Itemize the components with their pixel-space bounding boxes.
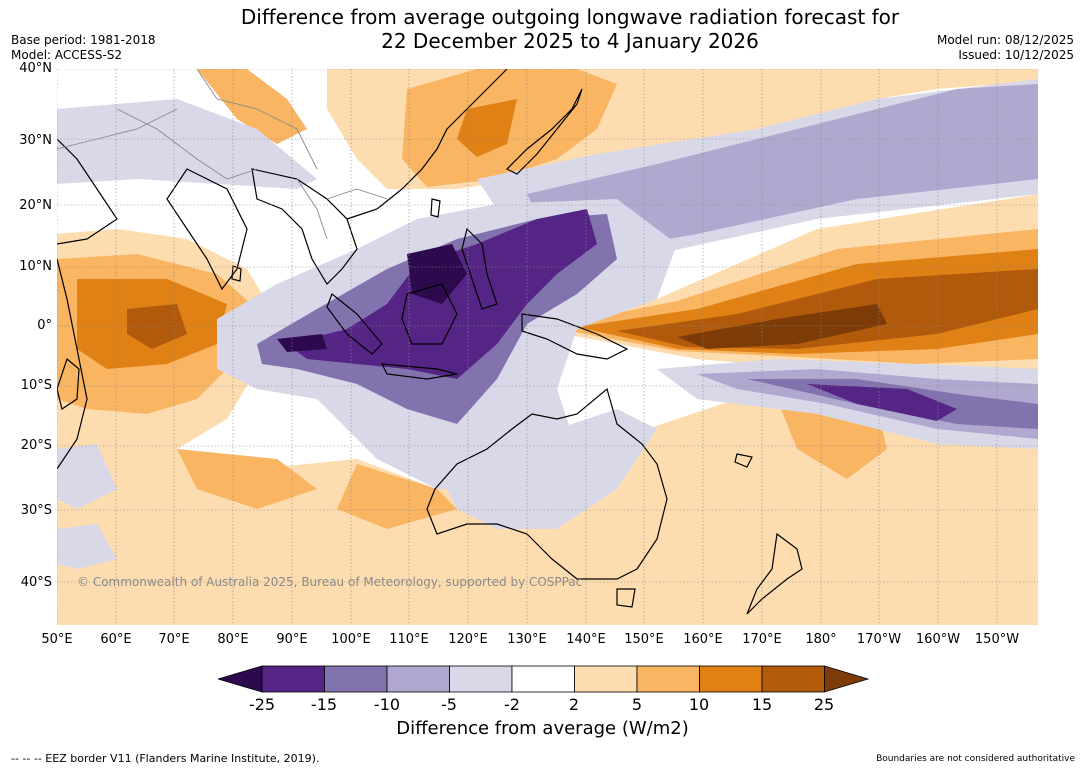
- anomaly-pos-east-asia-core: [457, 99, 517, 157]
- colorbar-tick-2: 2: [568, 695, 580, 714]
- country-borders: [57, 69, 388, 240]
- lon-label-70e: 70°E: [158, 632, 190, 647]
- india-outline: [166, 168, 248, 291]
- sri-lanka-outline: [231, 265, 242, 282]
- meta-right: Model run: 08/12/2025 Issued: 10/12/2025: [937, 33, 1074, 63]
- colorbar-bin-10-15: [699, 665, 763, 693]
- lat-label-30n: 30°N: [19, 133, 52, 148]
- title-line-1: Difference from average outgoing longwav…: [240, 5, 900, 29]
- anomaly-neg-southwest-pale: [57, 524, 117, 569]
- colorbar: [216, 665, 870, 699]
- china-coast-outline: [346, 69, 508, 220]
- colorbar-tick-neg15: -15: [310, 695, 338, 714]
- borneo-outline: [401, 283, 458, 345]
- madagascar-outline: [57, 357, 80, 410]
- title-line-2: 22 December 2025 to 4 January 2026: [381, 29, 759, 53]
- lon-label-180: 180°: [805, 632, 837, 647]
- new-guinea-outline: [521, 313, 629, 360]
- model-name: Model: ACCESS-S2: [11, 48, 123, 62]
- lon-label-150w: 150°W: [974, 632, 1020, 647]
- sumatra-outline: [326, 293, 383, 355]
- anomaly-pos-indian-south-mid: [177, 449, 317, 509]
- anomaly-neg-maritime-core-2: [277, 334, 327, 352]
- issued-date: Issued: 10/12/2025: [958, 48, 1074, 62]
- lon-label-160e: 160°E: [683, 632, 723, 647]
- colorbar-tick-neg2: -2: [504, 695, 520, 714]
- southeast-asia-outline: [251, 168, 358, 285]
- arabia-outline: [57, 138, 118, 245]
- anomaly-neg-australia-pale: [437, 409, 657, 529]
- lon-label-90e: 90°E: [276, 632, 308, 647]
- eez-note: -- -- -- EEZ border V11 (Flanders Marine…: [11, 752, 320, 765]
- colorbar-bin-2-5: [574, 665, 638, 693]
- colorbar-bin-15-25: [761, 665, 825, 693]
- colorbar-bin-neg10-neg5: [386, 665, 450, 693]
- lon-label-60e: 60°E: [100, 632, 132, 647]
- anomaly-neg-north-pale: [57, 99, 317, 189]
- taiwan-outline: [430, 198, 441, 218]
- australia-outline: [426, 387, 668, 580]
- lat-label-20s: 20°S: [20, 438, 52, 453]
- philippines-outline: [461, 227, 498, 310]
- anomaly-neg-spcz-strong: [807, 384, 957, 421]
- colorbar-bin-neg25-neg15: [261, 665, 325, 693]
- colorbar-extend-low: [216, 665, 263, 693]
- lat-label-0: 0°: [37, 318, 52, 333]
- boundaries-note: Boundaries are not considered authoritat…: [876, 754, 1075, 764]
- colorbar-tick-10: 10: [688, 695, 710, 714]
- lon-label-150e: 150°E: [624, 632, 664, 647]
- anomaly-map: [57, 69, 1038, 625]
- lat-label-10s: 10°S: [20, 378, 52, 393]
- lat-label-40s: 40°S: [20, 575, 52, 590]
- colorbar-tick-neg10: -10: [373, 695, 401, 714]
- model-run: Model run: 08/12/2025: [936, 33, 1074, 47]
- lon-label-120e: 120°E: [448, 632, 488, 647]
- lat-label-10n: 10°N: [19, 259, 52, 274]
- lon-label-170w: 170°W: [856, 632, 902, 647]
- colorbar-tick-25: 25: [813, 695, 835, 714]
- lat-label-40n: 40°N: [19, 61, 52, 76]
- anomaly-pos-pacific-core: [677, 304, 887, 349]
- lon-label-170e: 170°E: [742, 632, 782, 647]
- base-period: Base period: 1981-2018: [11, 33, 156, 47]
- gridlines: [57, 69, 1038, 625]
- lon-label-50e: 50°E: [41, 632, 73, 647]
- chart-title: Difference from average outgoing longwav…: [0, 5, 1085, 53]
- anomaly-neg-north-pacific-light: [527, 84, 1038, 259]
- colorbar-tick-5: 5: [631, 695, 643, 714]
- copyright-note: © Commonwealth of Australia 2025, Bureau…: [77, 575, 583, 589]
- colorbar-extend-high: [824, 665, 870, 693]
- colorbar-title: Difference from average (W/m2): [396, 718, 689, 739]
- colorbar-bin-neg5-neg2: [449, 665, 513, 693]
- colorbar-bin-neutral: [511, 665, 575, 693]
- anomaly-pos-himalaya: [197, 69, 307, 144]
- lat-label-20n: 20°N: [19, 198, 52, 213]
- lon-label-140e: 140°E: [566, 632, 606, 647]
- map-panel: [57, 69, 1038, 625]
- lon-label-160w: 160°W: [915, 632, 961, 647]
- colorbar-svg: [216, 665, 870, 693]
- meta-left: Base period: 1981-2018 Model: ACCESS-S2: [11, 33, 156, 63]
- anomaly-neg-maritime-core: [407, 244, 467, 304]
- lon-label-110e: 110°E: [389, 632, 429, 647]
- tasmania-outline: [616, 588, 636, 608]
- colorbar-bin-5-10: [636, 665, 700, 693]
- colorbar-tick-neg5: -5: [441, 695, 457, 714]
- anomaly-pos-australia-mid: [337, 464, 457, 529]
- lon-label-80e: 80°E: [217, 632, 249, 647]
- colorbar-tick-15: 15: [751, 695, 773, 714]
- anomaly-pos-indian-core: [127, 304, 187, 349]
- lat-label-30s: 30°S: [20, 503, 52, 518]
- colorbar-bin-neg15-neg10: [324, 665, 388, 693]
- anomaly-neg-south-indian-pale: [57, 444, 117, 509]
- lon-label-130e: 130°E: [507, 632, 547, 647]
- fiji-outline: [734, 453, 753, 468]
- java-outline: [380, 363, 458, 380]
- lon-label-100e: 100°E: [331, 632, 371, 647]
- africa-outline: [57, 258, 88, 470]
- colorbar-tick-neg25: -25: [248, 695, 276, 714]
